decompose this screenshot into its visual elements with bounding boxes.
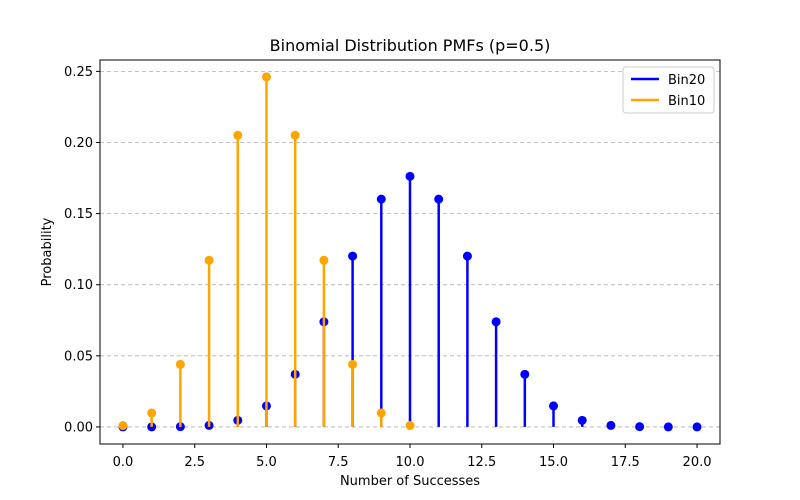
marker-bin20-8 <box>348 251 358 261</box>
marker-bin10-9 <box>376 408 386 418</box>
y-tick-label: 0.10 <box>64 278 93 293</box>
x-tick-label: 20.0 <box>683 455 712 470</box>
y-tick-label: 0.25 <box>64 65 93 80</box>
marker-bin10-7 <box>319 255 329 265</box>
marker-bin20-16 <box>577 415 587 425</box>
marker-bin20-11 <box>434 194 444 204</box>
plot-area <box>118 72 702 432</box>
marker-bin10-10 <box>405 421 415 431</box>
x-tick-label: 10.0 <box>396 455 425 470</box>
x-axis: 0.0 2.5 5.0 7.5 10.0 12.5 15.0 17.5 20.0 <box>113 444 712 470</box>
marker-bin20-13 <box>491 317 501 327</box>
x-tick-label: 12.5 <box>467 455 496 470</box>
marker-bin20-9 <box>376 194 386 204</box>
x-tick-label: 15.0 <box>539 455 568 470</box>
marker-bin20-14 <box>520 369 530 379</box>
marker-bin20-19 <box>663 422 673 432</box>
marker-bin10-6 <box>290 130 300 140</box>
marker-bin10-8 <box>348 359 358 369</box>
x-tick-label: 2.5 <box>184 455 205 470</box>
marker-bin20-20 <box>692 422 702 432</box>
marker-bin20-10 <box>405 171 415 181</box>
marker-bin10-1 <box>147 408 157 418</box>
marker-bin20-17 <box>606 420 616 430</box>
legend-label-bin10: Bin10 <box>668 94 705 109</box>
marker-bin20-12 <box>462 251 472 261</box>
x-tick-label: 5.0 <box>256 455 277 470</box>
marker-bin10-5 <box>261 72 271 82</box>
x-tick-label: 0.0 <box>113 455 134 470</box>
legend-label-bin20: Bin20 <box>668 73 705 88</box>
x-axis-label: Number of Successes <box>340 474 480 489</box>
y-axis-label: Probability <box>40 217 55 286</box>
x-tick-label: 7.5 <box>328 455 349 470</box>
y-tick-label: 0.00 <box>64 420 93 435</box>
marker-bin10-4 <box>233 130 243 140</box>
marker-bin10-2 <box>175 359 185 369</box>
y-tick-label: 0.05 <box>64 349 93 364</box>
marker-bin20-18 <box>635 422 645 432</box>
chart-title: Binomial Distribution PMFs (p=0.5) <box>270 36 551 55</box>
y-axis: 0.00 0.05 0.10 0.15 0.20 0.25 <box>64 65 100 435</box>
marker-bin10-0 <box>118 421 128 431</box>
y-tick-label: 0.20 <box>64 136 93 151</box>
marker-bin20-15 <box>549 401 559 411</box>
y-tick-label: 0.15 <box>64 207 93 222</box>
marker-bin10-3 <box>204 255 214 265</box>
x-tick-label: 17.5 <box>611 455 640 470</box>
legend: Bin20 Bin10 <box>622 66 715 114</box>
series-bin10 <box>118 72 415 431</box>
